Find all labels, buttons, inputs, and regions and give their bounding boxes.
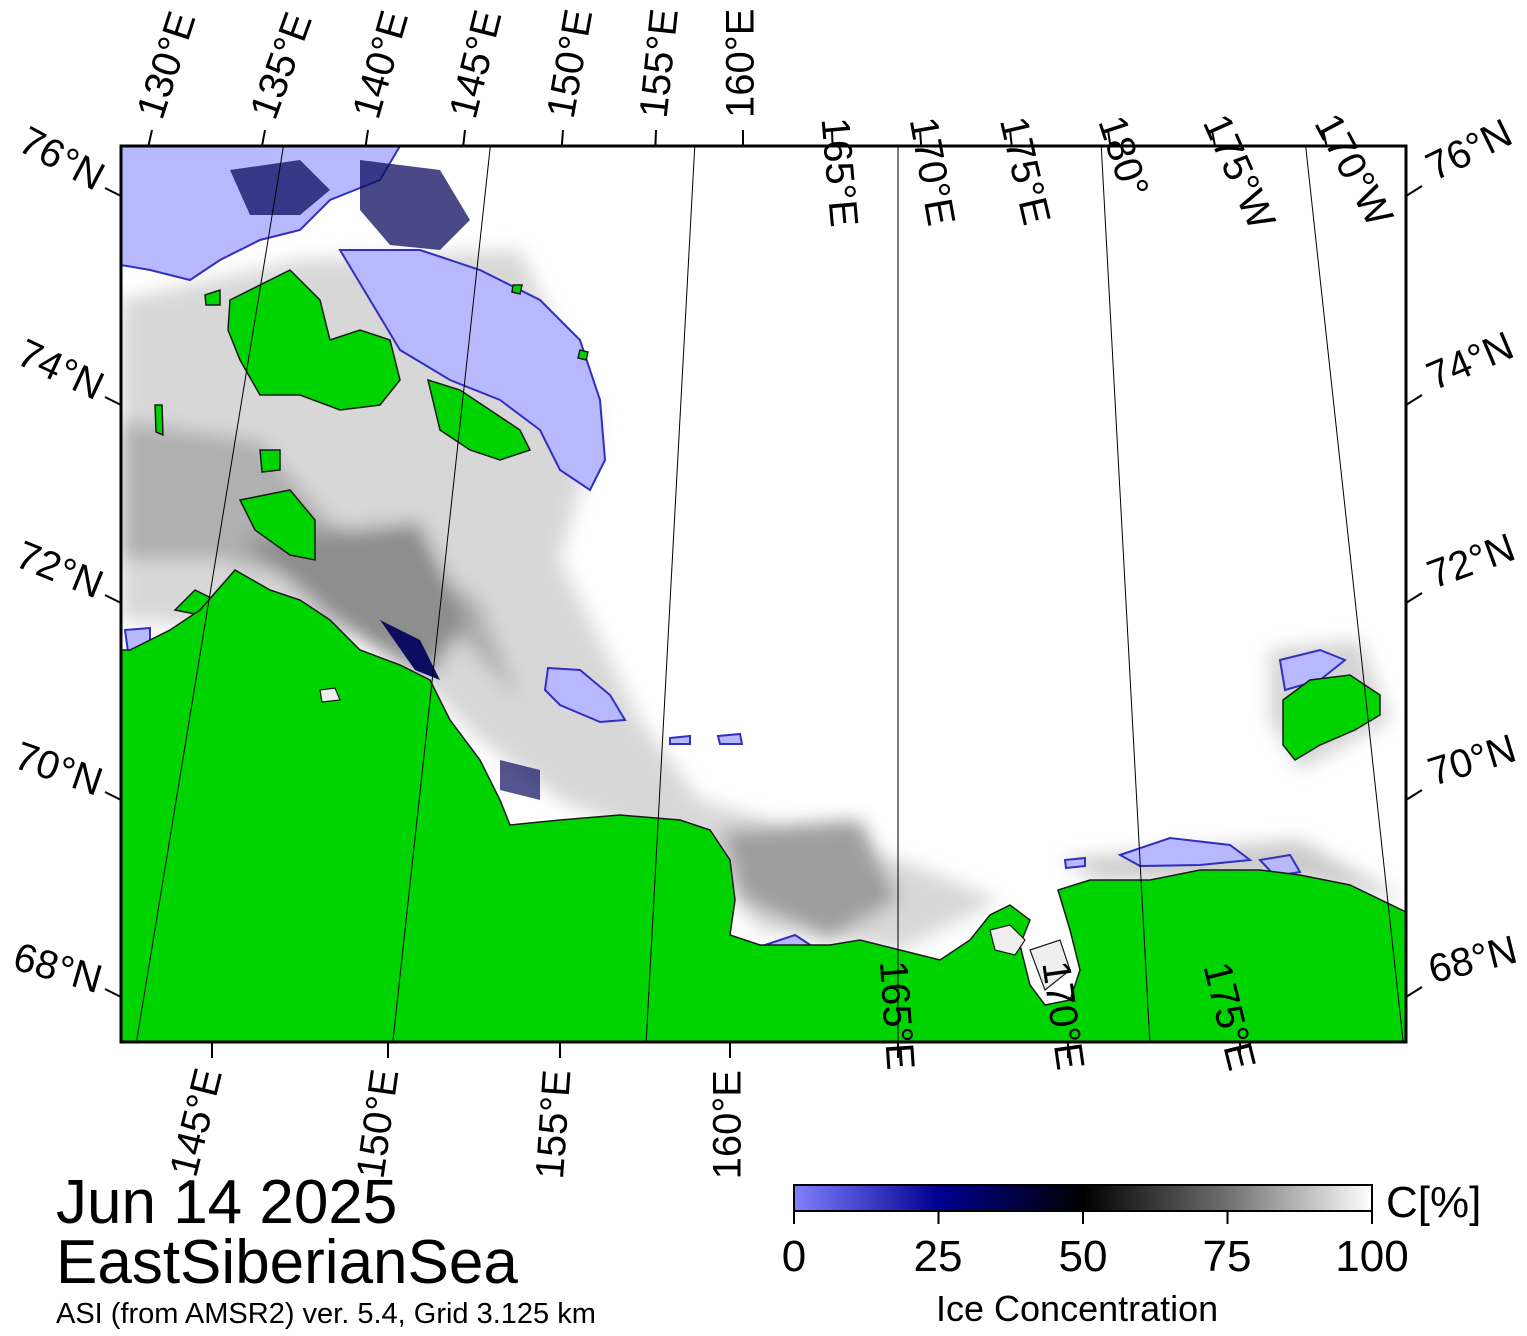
left-latitude-label: 72°N: [10, 533, 109, 607]
left-latitude-label: 76°N: [12, 118, 112, 199]
tick: [1405, 592, 1423, 604]
bottom-longitude-label: 145°E: [162, 1064, 231, 1181]
top-longitude-label: 130°E: [129, 6, 205, 124]
colorbar-tick-label: 50: [1058, 1232, 1108, 1281]
tick: [1405, 185, 1423, 197]
map-date: Jun 14 2025: [56, 1168, 398, 1237]
product-info: ASI (from AMSR2) ver. 5.4, Grid 3.125 km: [56, 1298, 596, 1330]
tick: [831, 129, 834, 147]
top-longitude-label: 150°E: [539, 6, 601, 121]
tick: [104, 396, 122, 406]
tick: [1405, 789, 1423, 801]
tick: [1405, 986, 1423, 998]
meridian-line: [135, 146, 284, 1042]
region-name: EastSiberianSea: [56, 1228, 518, 1297]
meridian-line: [392, 146, 491, 1042]
left-latitude-label: 70°N: [9, 734, 108, 805]
tick: [1009, 129, 1013, 147]
colorbar: [793, 1184, 1373, 1212]
tick: [104, 791, 122, 801]
colorbar-tick-label: 0: [781, 1232, 807, 1281]
tick: [1405, 394, 1423, 406]
tick: [147, 129, 153, 147]
map-frame: [119, 144, 1408, 1044]
colorbar-tick-label: 25: [913, 1232, 963, 1281]
tick: [104, 594, 122, 604]
bottom-longitude-label: 155°E: [528, 1068, 580, 1180]
meridian-line: [645, 146, 696, 1042]
land: [121, 269, 1406, 1042]
top-longitude-label: 135°E: [242, 7, 321, 125]
tick: [1107, 129, 1112, 147]
graticule: [135, 146, 1404, 1042]
right-latitude-label: 76°N: [1419, 111, 1519, 190]
bottom-longitude-label: 150°E: [349, 1067, 408, 1181]
tick: [654, 129, 657, 147]
colorbar-ticks: [793, 1211, 1373, 1224]
colorbar-tick-label: 100: [1335, 1232, 1409, 1281]
right-latitude-label: 68°N: [1424, 928, 1521, 992]
tick: [364, 129, 369, 147]
tick: [104, 988, 122, 998]
tick: [919, 129, 923, 147]
tick: [1211, 129, 1216, 147]
right-latitude-label: 74°N: [1420, 324, 1519, 399]
top-longitude-label: 155°E: [632, 7, 687, 120]
left-latitude-label: 68°N: [9, 935, 107, 1002]
bottom-longitude-label: 165°E: [871, 959, 923, 1071]
right-latitude-label: 70°N: [1423, 726, 1521, 794]
tick: [560, 129, 564, 147]
dense-ice-specks: [230, 160, 540, 800]
colorbar-tick-label: 75: [1202, 1232, 1252, 1281]
top-longitude-label: 140°E: [345, 6, 417, 123]
map-area: [121, 146, 1406, 1042]
meridian-line: [1305, 146, 1404, 1042]
bottom-longitude-label: 160°E: [706, 1070, 750, 1179]
tick: [104, 187, 122, 197]
top-longitude-label: 165°E: [813, 116, 866, 229]
bay-water: [319, 687, 1071, 991]
tick: [1322, 129, 1328, 147]
top-longitude-label: 160°E: [719, 9, 763, 118]
top-longitude-label: 145°E: [441, 6, 510, 123]
right-latitude-label: 72°N: [1422, 525, 1521, 597]
tick-marks: [104, 129, 1423, 1058]
colorbar-title: Ice Concentration: [936, 1288, 1219, 1329]
meridian-line: [1100, 146, 1151, 1042]
colorbar-unit: C[%]: [1386, 1178, 1482, 1227]
tick: [462, 129, 466, 147]
tick: [261, 129, 266, 147]
left-latitude-label: 74°N: [11, 331, 111, 409]
